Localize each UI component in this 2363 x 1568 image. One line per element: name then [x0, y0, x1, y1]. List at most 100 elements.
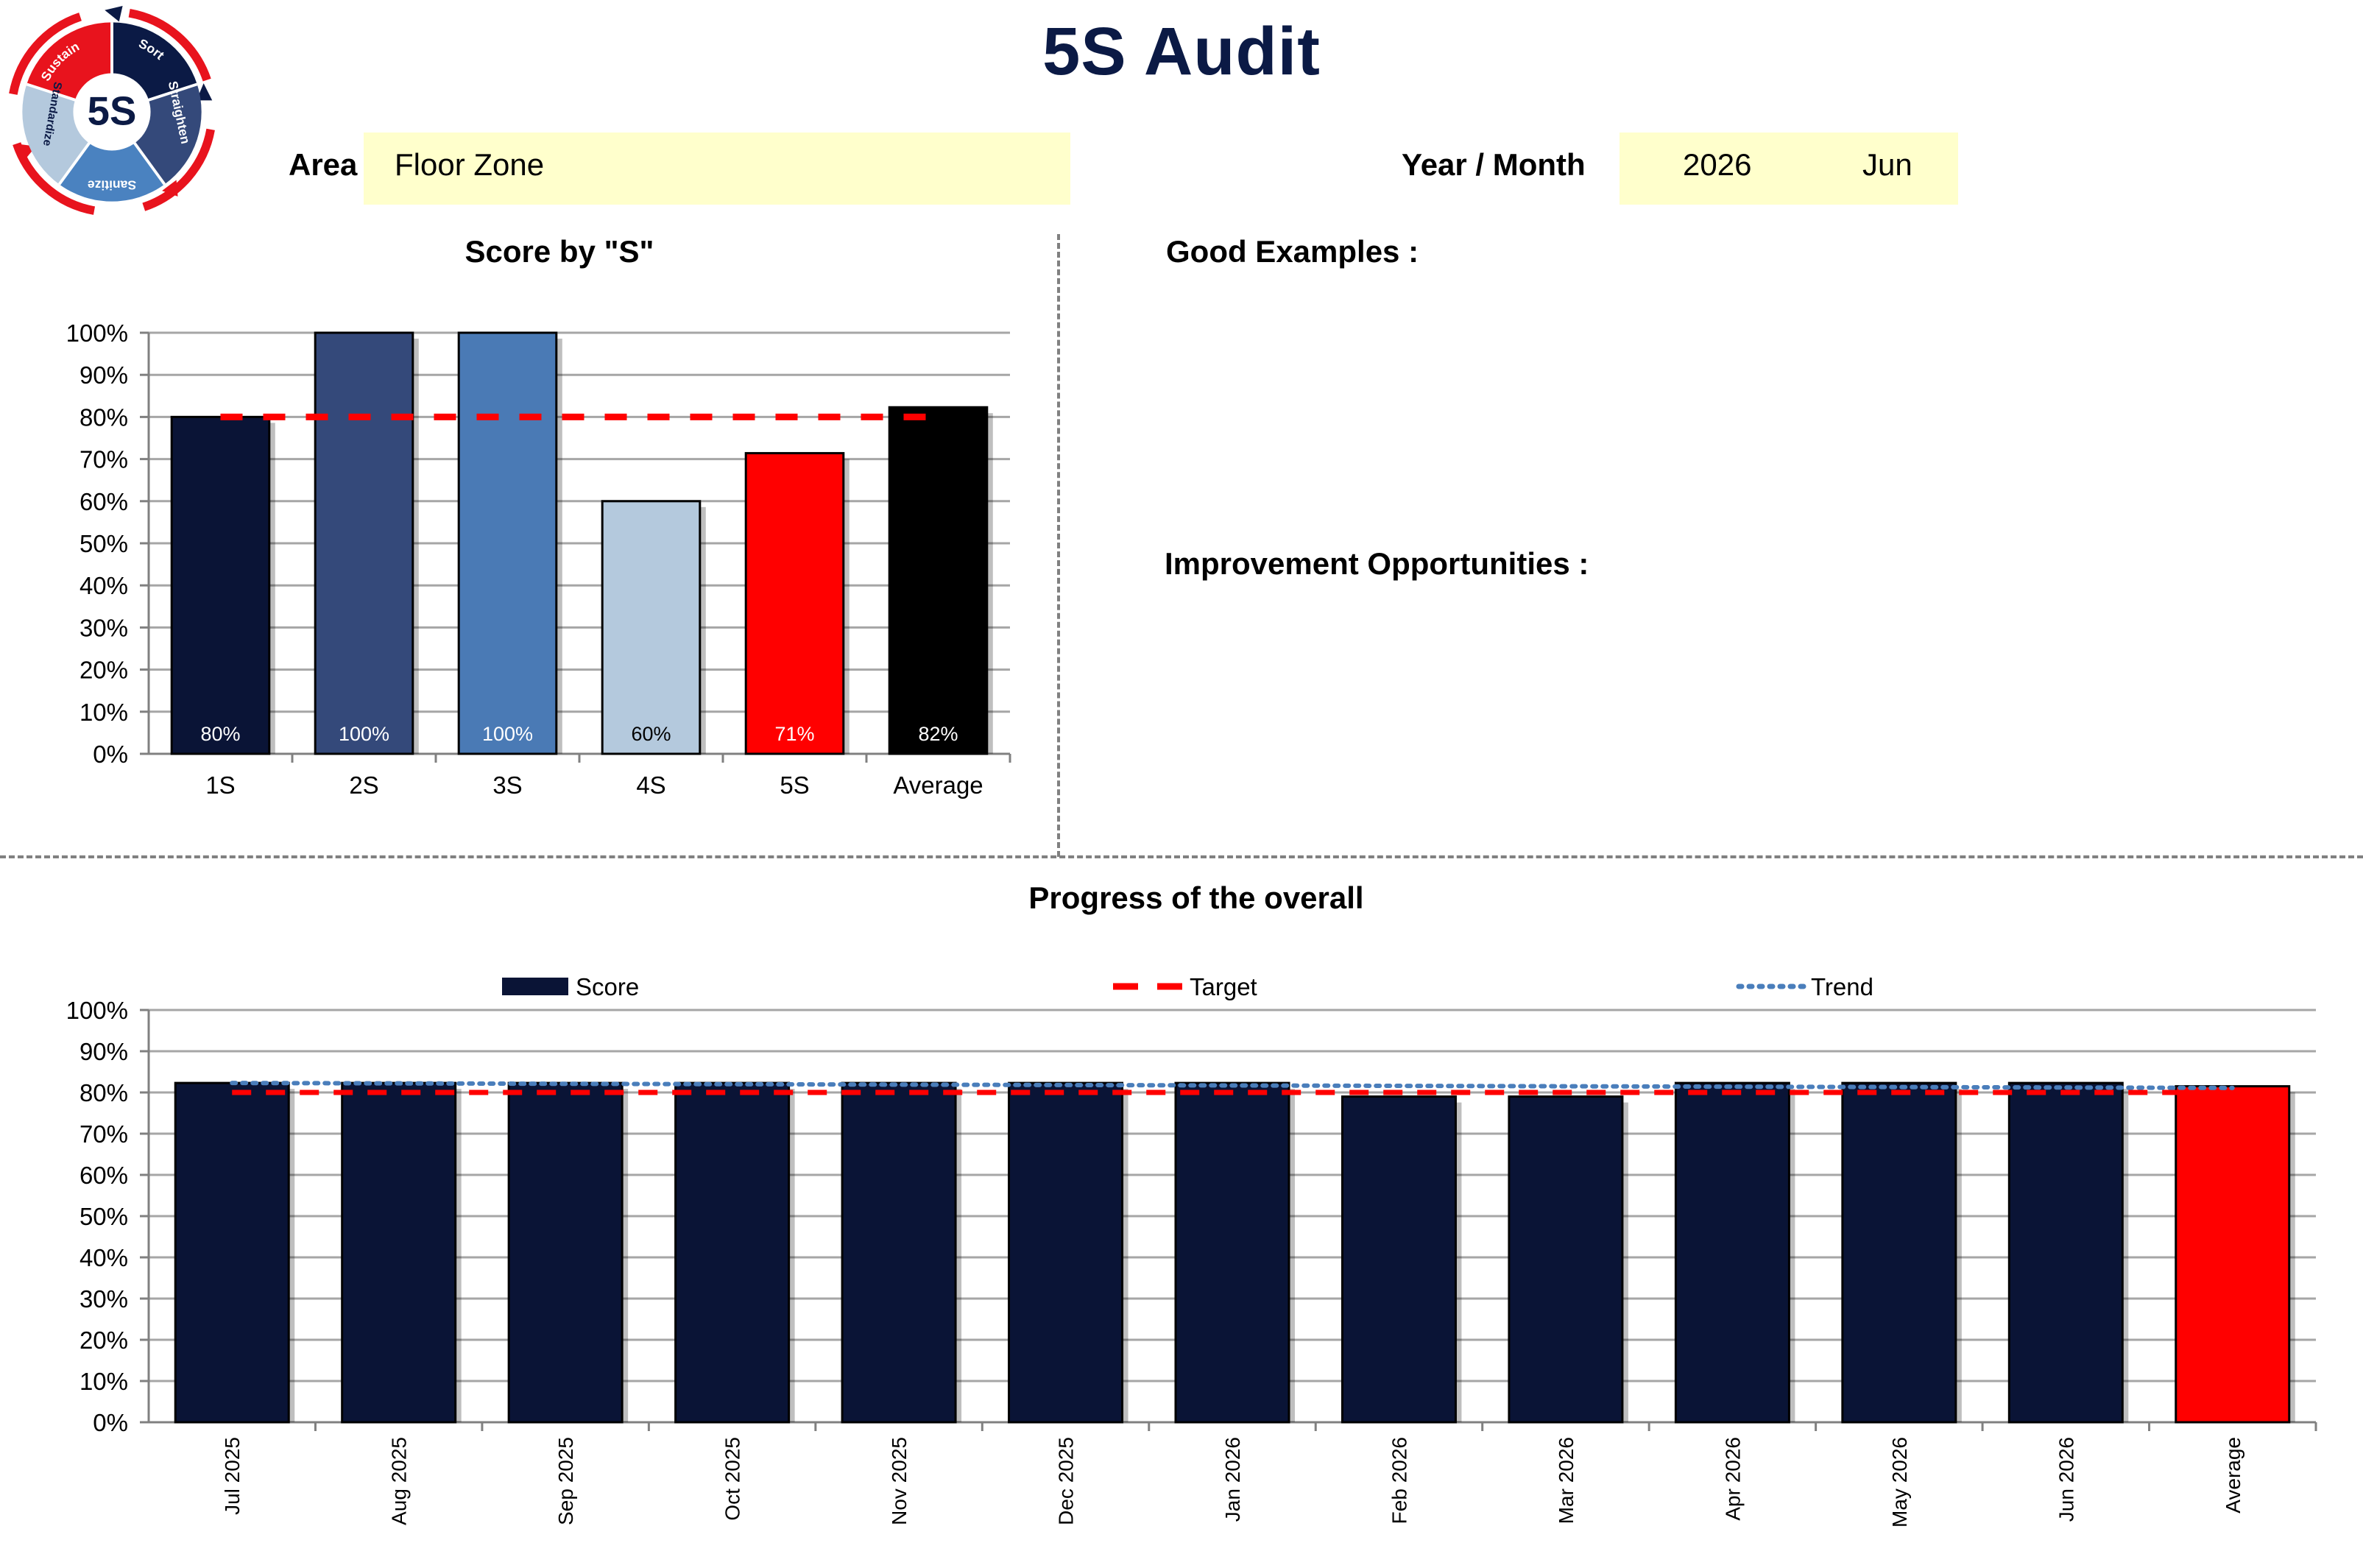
bar-shadow	[1014, 1089, 1128, 1422]
bar-shadow	[752, 459, 850, 754]
score-bar	[2175, 1085, 2291, 1424]
bar-shadow	[177, 423, 275, 754]
progress-chart-title: Progress of the overall	[1028, 880, 1364, 915]
area-value: Floor Zone	[395, 147, 545, 182]
arrow-head-icon	[105, 5, 123, 22]
y-tick-label: 90%	[80, 361, 128, 389]
y-tick-label: 10%	[80, 699, 128, 726]
legend-label-target: Target	[1190, 973, 1257, 1000]
y-tick-label: 0%	[93, 741, 128, 768]
five-s-logo: 5S Sustain Sort Straighten Sanitize Stan…	[4, 4, 219, 219]
bar-shadow	[465, 339, 562, 754]
score-bar	[1341, 1095, 1457, 1424]
cycle-arrow-ring	[7, 7, 217, 217]
score-bar	[174, 1081, 290, 1424]
data-label: 71%	[774, 723, 814, 745]
bar-average	[888, 406, 989, 755]
x-tick-label: 4S	[636, 771, 665, 799]
x-tick-label: May 2026	[1888, 1437, 1911, 1528]
score-bar	[2007, 1081, 2124, 1424]
month-value: Jun	[1862, 147, 1912, 182]
data-label: 100%	[339, 723, 389, 745]
x-tick-label: 2S	[349, 771, 378, 799]
x-tick-label: 5S	[780, 771, 809, 799]
bar-shadow	[2181, 1092, 2295, 1422]
y-tick-label: 30%	[80, 1285, 128, 1313]
x-tick-label: Jul 2025	[221, 1437, 244, 1515]
bar-5s	[744, 452, 845, 755]
bar-shadow	[1848, 1089, 1962, 1422]
page-title: 5S Audit	[1042, 14, 1321, 89]
area-field[interactable]	[364, 133, 1070, 205]
y-tick-label: 40%	[80, 1244, 128, 1271]
y-tick-label: 90%	[80, 1038, 128, 1065]
data-label: 100%	[482, 723, 533, 745]
x-tick-label: Aug 2025	[388, 1437, 411, 1525]
x-tick-label: Average	[893, 771, 983, 799]
y-tick-label: 70%	[80, 446, 128, 473]
data-label: 82%	[918, 723, 958, 745]
x-tick-label: Nov 2025	[888, 1437, 911, 1525]
x-tick-label: Mar 2026	[1555, 1437, 1578, 1524]
score-by-s-title: Score by "S"	[465, 234, 654, 269]
bar-shadow	[1681, 1089, 1795, 1422]
x-tick-label: Dec 2025	[1055, 1437, 1078, 1525]
logo-center-text: 5S	[88, 89, 137, 134]
x-tick-label: Feb 2026	[1388, 1437, 1410, 1524]
vertical-divider	[1057, 234, 1060, 857]
legend-label-trend: Trend	[1811, 973, 1873, 1000]
bar-shadow	[895, 413, 993, 754]
area-label: Area	[289, 147, 358, 182]
x-tick-label: Average	[2222, 1437, 2244, 1514]
y-tick-label: 100%	[66, 319, 128, 347]
score-bar	[1174, 1081, 1290, 1424]
bar-shadow	[1348, 1102, 1462, 1422]
y-tick-label: 10%	[80, 1368, 128, 1395]
logo-center-disc	[73, 73, 151, 151]
bar-shadow	[848, 1089, 962, 1422]
y-tick-label: 60%	[80, 488, 128, 515]
legend-label-score: Score	[576, 973, 639, 1000]
y-tick-label: 20%	[80, 657, 128, 684]
bar-4s	[601, 500, 702, 755]
logo-sanitize-label: Sanitize	[88, 177, 136, 192]
score-bar	[1841, 1081, 1957, 1424]
x-tick-label: Sep 2025	[554, 1437, 577, 1525]
year-month-field[interactable]	[1620, 133, 1958, 205]
score-bar	[1508, 1095, 1624, 1424]
five-s-cycle-graphic: 5S Sustain Sort Straighten Sanitize Stan…	[7, 5, 217, 217]
y-tick-label: 0%	[93, 1409, 128, 1436]
y-tick-label: 70%	[80, 1120, 128, 1148]
x-tick-label: 3S	[492, 771, 522, 799]
x-tick-label: 1S	[205, 771, 235, 799]
bar-shadow	[181, 1089, 295, 1422]
score-bar	[841, 1081, 957, 1424]
data-label: 80%	[200, 723, 240, 745]
bar-shadow	[2015, 1089, 2129, 1422]
x-tick-label: Oct 2025	[721, 1437, 744, 1521]
score-bar	[674, 1081, 791, 1424]
bar-shadow	[515, 1089, 629, 1422]
segment-sanitize	[59, 112, 165, 202]
arrow-head-icon	[196, 83, 213, 101]
bar-shadow	[321, 339, 419, 754]
bar-1s	[170, 415, 271, 755]
horizontal-divider	[0, 855, 2363, 858]
y-tick-label: 50%	[80, 1203, 128, 1230]
x-tick-label: Jan 2026	[1221, 1437, 1244, 1522]
y-tick-label: 100%	[66, 997, 128, 1024]
score-bar	[1008, 1081, 1124, 1424]
x-tick-label: Apr 2026	[1721, 1437, 1744, 1521]
bar-shadow	[1514, 1102, 1628, 1422]
year-month-label: Year / Month	[1402, 147, 1586, 182]
bar-3s	[457, 331, 558, 755]
legend-swatch-score	[502, 978, 568, 995]
score-bar	[1674, 1081, 1790, 1424]
trend-line	[230, 1081, 2235, 1090]
y-tick-label: 60%	[80, 1162, 128, 1189]
bar-shadow	[608, 506, 706, 754]
x-tick-label: Jun 2026	[2055, 1437, 2077, 1522]
year-value: 2026	[1683, 147, 1752, 182]
y-tick-label: 80%	[80, 1079, 128, 1106]
y-tick-label: 50%	[80, 530, 128, 557]
